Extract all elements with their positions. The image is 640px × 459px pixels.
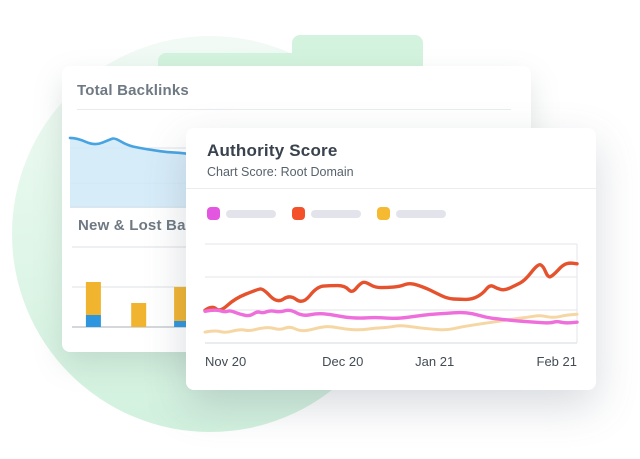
legend-label-placeholder	[311, 209, 361, 218]
authority-score-title: Authority Score	[207, 141, 338, 160]
legend-label-placeholder	[226, 209, 276, 218]
x-axis-label: Feb 21	[536, 354, 577, 369]
authority-score-card: Authority Score Chart Score: Root Domain…	[186, 128, 596, 390]
header-divider	[186, 188, 596, 189]
legend-item	[292, 207, 361, 220]
legend-swatch-orange	[292, 207, 305, 220]
legend-item	[377, 207, 446, 220]
x-axis-label: Jan 21	[415, 354, 455, 369]
total-backlinks-title: Total Backlinks	[77, 82, 189, 99]
x-axis: Nov 20 Dec 20 Jan 21 Feb 21	[205, 354, 577, 370]
legend-label-placeholder	[396, 209, 446, 218]
x-axis-label: Nov 20	[205, 354, 247, 369]
legend-item	[207, 207, 276, 220]
authority-score-line-chart	[203, 243, 579, 344]
title-divider	[77, 109, 511, 110]
legend	[207, 207, 446, 220]
authority-score-subtitle: Chart Score: Root Domain	[207, 165, 354, 179]
legend-swatch-magenta	[207, 207, 220, 220]
legend-swatch-yellow	[377, 207, 390, 220]
x-axis-label: Dec 20	[322, 354, 364, 369]
